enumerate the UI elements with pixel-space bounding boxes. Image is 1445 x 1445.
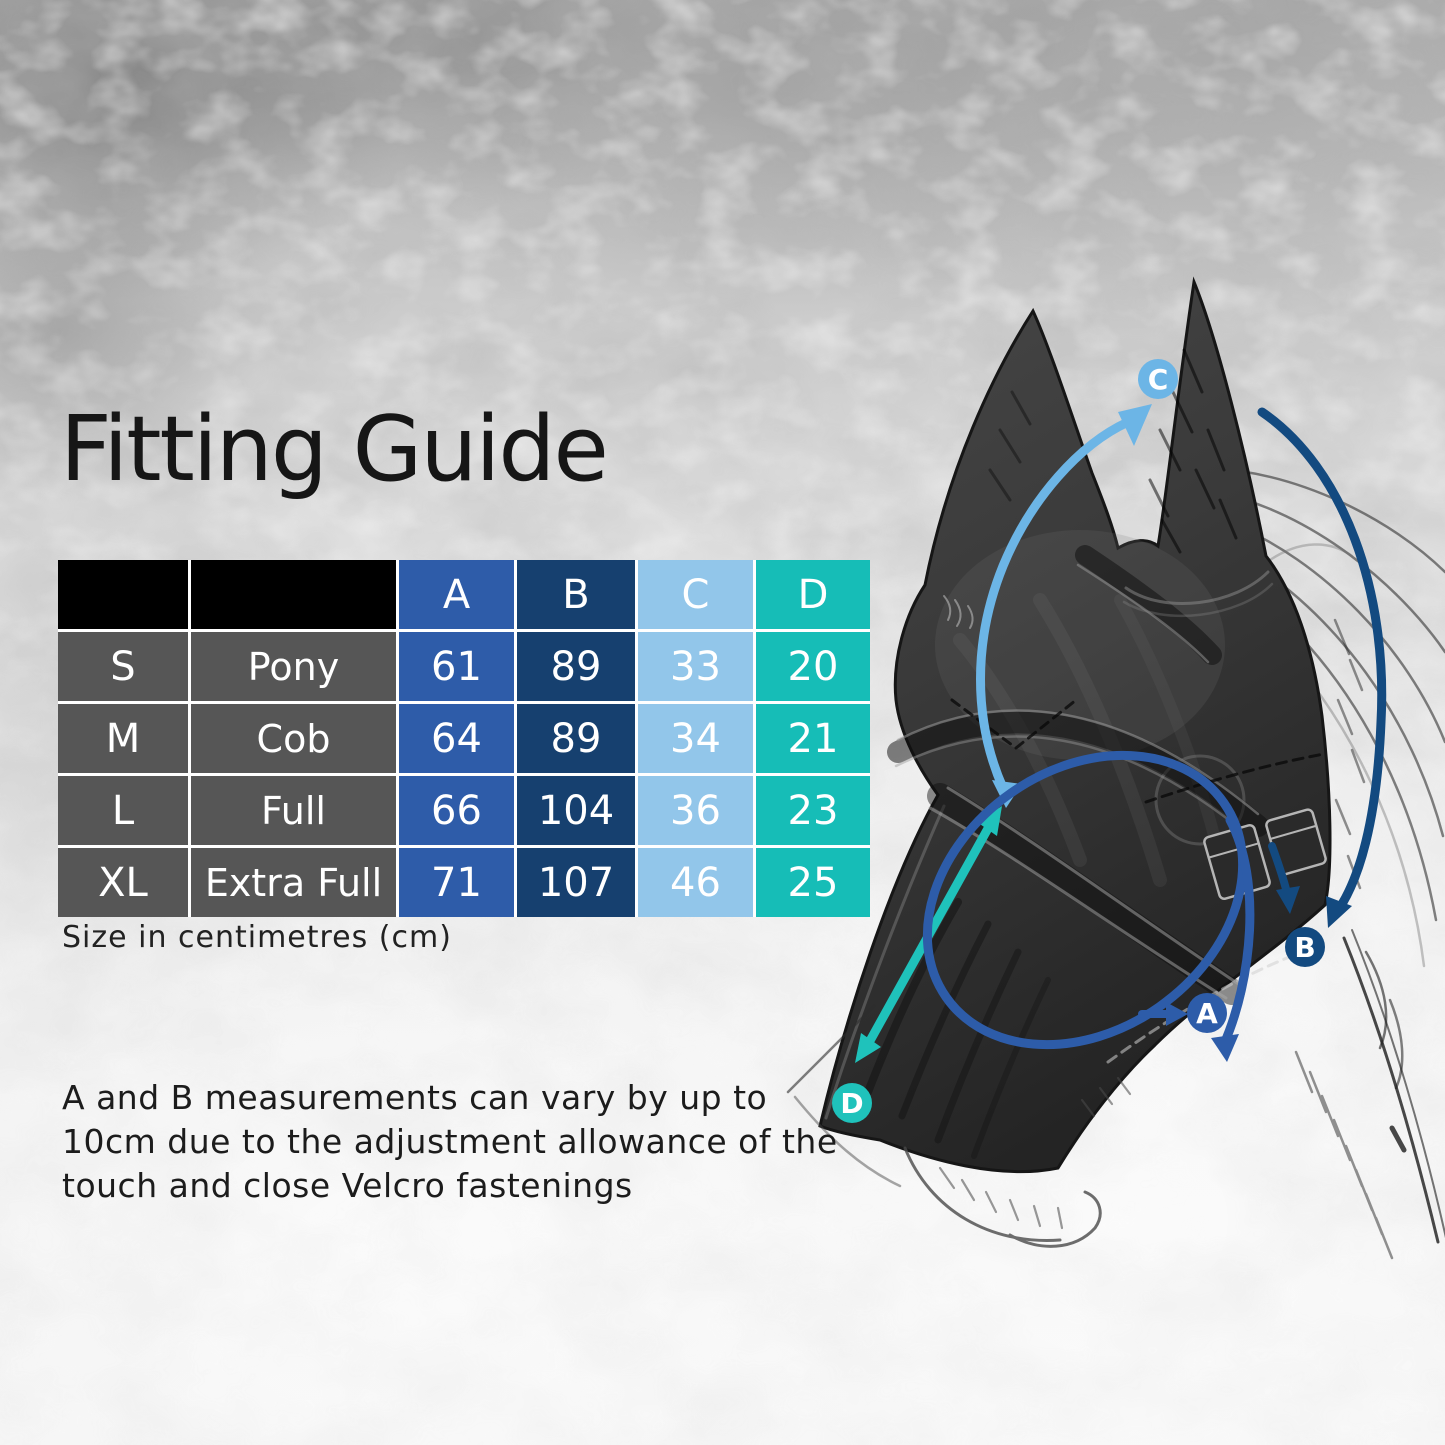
marker-a-letter: A — [1196, 997, 1218, 1030]
neck-sketch — [1342, 929, 1445, 1244]
header-cell-empty-size — [58, 560, 188, 629]
adjustment-note-line-2: 10cm due to the adjustment allowance of … — [62, 1122, 838, 1161]
marker-c-letter: C — [1148, 363, 1169, 396]
value-cell-c: 46 — [638, 848, 753, 917]
header-cell-empty-name — [191, 560, 396, 629]
size-table: A B C D S Pony 61 89 33 20 M Cob 64 89 3… — [58, 560, 870, 917]
name-cell: Extra Full — [191, 848, 396, 917]
value-cell-b: 104 — [517, 776, 635, 845]
name-cell: Cob — [191, 704, 396, 773]
value-cell-b: 89 — [517, 632, 635, 701]
header-cell-a: A — [399, 560, 514, 629]
marker-a: A — [1187, 993, 1227, 1033]
header-cell-d: D — [756, 560, 870, 629]
size-cell: S — [58, 632, 188, 701]
neck-hatching — [1294, 618, 1394, 1260]
value-cell-c: 36 — [638, 776, 753, 845]
measure-arrow-b — [1257, 407, 1387, 928]
name-cell: Full — [191, 776, 396, 845]
adjustment-note-line-3: touch and close Velcro fastenings — [62, 1166, 633, 1205]
muzzle-sketch — [786, 1004, 1132, 1248]
adjustment-note-line-1: A and B measurements can vary by up to — [62, 1078, 768, 1117]
value-cell-a: 71 — [399, 848, 514, 917]
measure-arrow-a — [922, 750, 1255, 1062]
marker-d: D — [832, 1083, 872, 1123]
units-footnote: Size in centimetres (cm) — [62, 920, 452, 955]
adjustment-note: A and B measurements can vary by up to 1… — [62, 1076, 838, 1208]
value-cell-b: 89 — [517, 704, 635, 773]
size-cell: M — [58, 704, 188, 773]
value-cell-d: 20 — [756, 632, 870, 701]
marker-c: C — [1138, 359, 1178, 399]
marker-b: B — [1285, 927, 1325, 967]
value-cell-d: 23 — [756, 776, 870, 845]
marker-d-letter: D — [840, 1087, 863, 1120]
page-title: Fitting Guide — [60, 397, 609, 502]
value-cell-a: 64 — [399, 704, 514, 773]
header-cell-c: C — [638, 560, 753, 629]
value-cell-c: 33 — [638, 632, 753, 701]
value-cell-a: 61 — [399, 632, 514, 701]
ear-hatching — [988, 348, 1238, 554]
value-cell-d: 21 — [756, 704, 870, 773]
size-cell: XL — [58, 848, 188, 917]
value-cell-c: 34 — [638, 704, 753, 773]
marker-b-letter: B — [1294, 931, 1315, 964]
name-cell: Pony — [191, 632, 396, 701]
velcro-tabs — [1203, 808, 1327, 900]
value-cell-b: 107 — [517, 848, 635, 917]
value-cell-d: 25 — [756, 848, 870, 917]
size-cell: L — [58, 776, 188, 845]
header-cell-b: B — [517, 560, 635, 629]
value-cell-a: 66 — [399, 776, 514, 845]
